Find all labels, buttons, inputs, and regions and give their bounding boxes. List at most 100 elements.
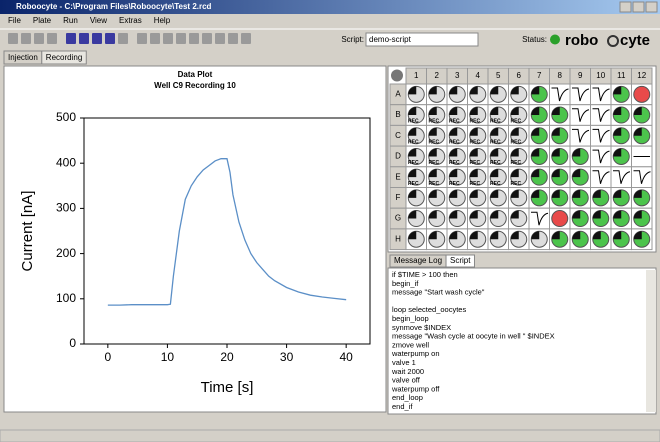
toolbar-button[interactable] bbox=[118, 33, 128, 44]
well-label: REC bbox=[511, 119, 522, 125]
plot-panel bbox=[3, 65, 387, 413]
y-tick-label: 500 bbox=[56, 110, 76, 124]
toolbar-button[interactable] bbox=[79, 33, 89, 44]
well-progress bbox=[449, 148, 458, 157]
script-field[interactable] bbox=[365, 32, 479, 47]
toolbar-button[interactable] bbox=[34, 33, 44, 44]
toolbar-button[interactable] bbox=[241, 33, 251, 44]
maximize[interactable] bbox=[632, 1, 645, 13]
well[interactable] bbox=[590, 83, 612, 106]
menu-item[interactable]: Run bbox=[63, 16, 78, 25]
scrollbar[interactable] bbox=[646, 270, 656, 412]
well-progress bbox=[408, 169, 417, 178]
toolbar-button[interactable] bbox=[228, 33, 238, 44]
toolbar-button[interactable] bbox=[176, 33, 186, 44]
col-label: 10 bbox=[596, 71, 605, 80]
x-tick-label: 20 bbox=[220, 350, 234, 364]
well[interactable] bbox=[590, 145, 612, 168]
well-progress bbox=[551, 189, 560, 198]
well-progress bbox=[510, 169, 519, 178]
well-progress bbox=[408, 210, 417, 219]
well-progress bbox=[572, 210, 581, 219]
well-progress bbox=[469, 107, 478, 116]
toolbar-button[interactable] bbox=[189, 33, 199, 44]
well-progress bbox=[551, 127, 560, 136]
row-label: H bbox=[395, 234, 401, 243]
well-progress bbox=[551, 169, 560, 178]
well-progress bbox=[572, 148, 581, 157]
x-axis-label: Time [s] bbox=[201, 379, 254, 396]
well[interactable] bbox=[590, 166, 612, 189]
well-trace bbox=[551, 87, 569, 102]
close[interactable] bbox=[645, 1, 658, 13]
toolbar-button[interactable] bbox=[8, 33, 18, 44]
well-progress bbox=[469, 231, 478, 240]
script-line: begin_loop bbox=[392, 314, 429, 323]
well-progress bbox=[592, 210, 601, 219]
well[interactable] bbox=[549, 83, 571, 106]
well-trace bbox=[592, 149, 610, 164]
well[interactable] bbox=[569, 83, 591, 106]
script-line: waterpump on bbox=[391, 349, 440, 358]
well[interactable] bbox=[610, 166, 632, 189]
toolbar-button[interactable] bbox=[92, 33, 102, 44]
well-progress bbox=[531, 189, 540, 198]
col-label: 7 bbox=[537, 71, 542, 80]
well-progress bbox=[551, 148, 560, 157]
well[interactable] bbox=[590, 124, 612, 147]
well-label: REC bbox=[490, 139, 501, 145]
well-trace bbox=[613, 170, 631, 184]
logo-left: robo bbox=[565, 32, 598, 49]
well[interactable] bbox=[528, 207, 550, 230]
well-progress bbox=[469, 127, 478, 136]
well[interactable] bbox=[569, 124, 591, 147]
toolbar-button[interactable] bbox=[150, 33, 160, 44]
toolbar-button[interactable] bbox=[215, 33, 225, 44]
well-label: REC bbox=[429, 119, 440, 125]
menu-item[interactable]: Extras bbox=[119, 16, 142, 25]
y-tick-label: 400 bbox=[56, 155, 76, 169]
logo-right: cyte bbox=[620, 32, 650, 49]
menu-item[interactable]: File bbox=[8, 16, 21, 25]
well-progress bbox=[633, 210, 642, 219]
x-tick-label: 0 bbox=[104, 350, 111, 364]
log-tab[interactable] bbox=[445, 254, 475, 268]
well-label: REC bbox=[408, 181, 419, 187]
tab-label: Injection bbox=[8, 53, 38, 62]
tab-label: Recording bbox=[46, 53, 82, 62]
toolbar-button[interactable] bbox=[163, 33, 173, 44]
row-label: G bbox=[395, 214, 401, 223]
toolbar-button[interactable] bbox=[202, 33, 212, 44]
well-progress bbox=[449, 107, 458, 116]
script-line: if $TIME > 100 then bbox=[392, 270, 458, 279]
menu-item[interactable]: View bbox=[90, 16, 107, 25]
well-progress bbox=[490, 86, 499, 95]
script-line: waterpump off bbox=[391, 384, 440, 393]
well-progress bbox=[490, 169, 499, 178]
well-progress bbox=[613, 210, 622, 219]
well-icon bbox=[633, 85, 651, 103]
col-label: 6 bbox=[517, 71, 522, 80]
script-line: message "Start wash cycle" bbox=[392, 288, 485, 297]
well[interactable] bbox=[569, 104, 591, 126]
menu-item[interactable]: Help bbox=[154, 16, 171, 25]
toolbar-button[interactable] bbox=[137, 33, 147, 44]
toolbar-button[interactable] bbox=[21, 33, 31, 44]
well[interactable] bbox=[631, 166, 653, 189]
menu-item[interactable]: Plate bbox=[33, 16, 52, 25]
y-tick-label: 100 bbox=[56, 291, 76, 305]
toolbar-button[interactable] bbox=[47, 33, 57, 44]
well-progress bbox=[469, 148, 478, 157]
toolbar-button[interactable] bbox=[105, 33, 115, 44]
well-progress bbox=[510, 189, 519, 198]
tab[interactable] bbox=[41, 50, 87, 65]
well[interactable] bbox=[590, 104, 612, 126]
well-progress bbox=[613, 107, 622, 116]
toolbar-button[interactable] bbox=[66, 33, 76, 44]
script-line: zmove well bbox=[392, 340, 429, 349]
y-tick-label: 300 bbox=[56, 201, 76, 215]
minimize[interactable] bbox=[619, 1, 632, 13]
well-label: REC bbox=[408, 139, 419, 145]
well-progress bbox=[428, 107, 437, 116]
well-label: REC bbox=[449, 139, 460, 145]
